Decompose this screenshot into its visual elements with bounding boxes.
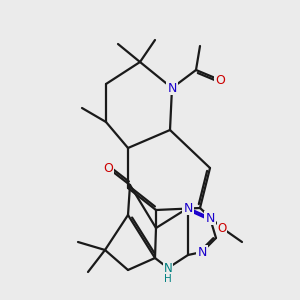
Text: H: H <box>164 274 172 284</box>
Text: N: N <box>183 202 193 214</box>
Text: N: N <box>164 262 172 275</box>
Text: O: O <box>218 221 226 235</box>
Text: O: O <box>103 161 113 175</box>
Text: O: O <box>215 74 225 86</box>
Text: N: N <box>205 212 215 224</box>
Text: N: N <box>167 82 177 94</box>
Text: N: N <box>197 245 207 259</box>
